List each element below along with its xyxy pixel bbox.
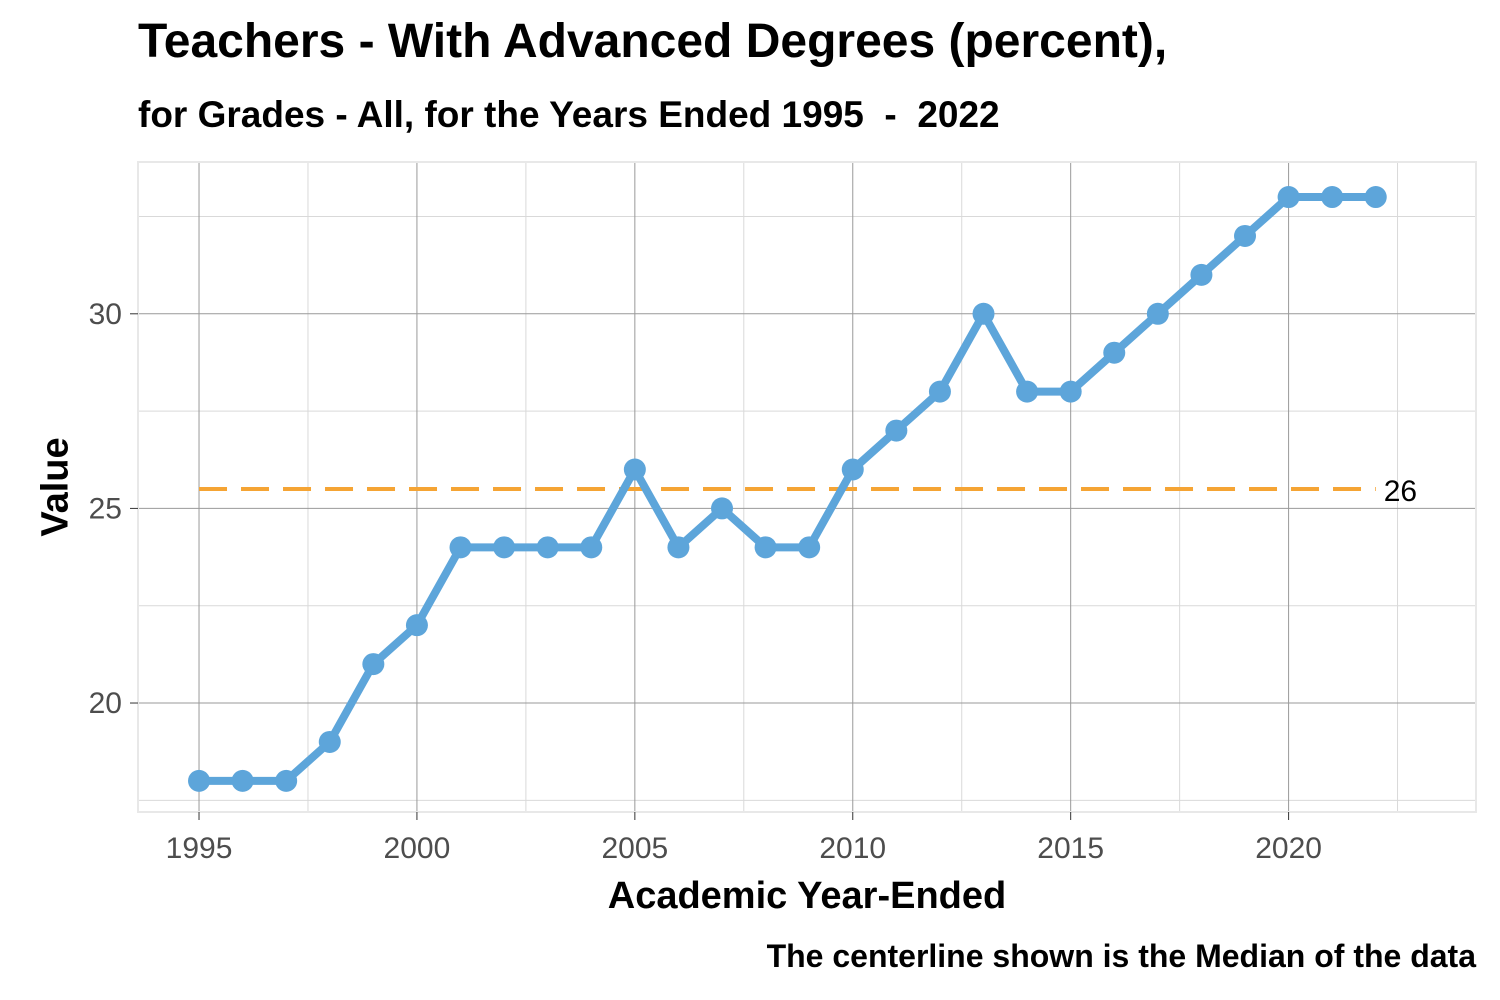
data-point <box>885 419 908 442</box>
chart-subtitle: for Grades - All, for the Years Ended 19… <box>138 94 1000 135</box>
chart-caption: The centerline shown is the Median of th… <box>766 938 1476 974</box>
series-layer <box>188 186 1387 792</box>
data-point <box>667 536 690 559</box>
data-point <box>275 769 298 792</box>
data-point <box>1016 380 1039 403</box>
x-tick-label: 2010 <box>819 832 886 865</box>
data-point <box>798 536 821 559</box>
y-tick-label: 20 <box>89 687 122 720</box>
data-point <box>841 458 864 481</box>
y-tick-label: 30 <box>89 298 122 331</box>
data-point <box>1364 186 1387 209</box>
x-tick-label: 2020 <box>1255 832 1322 865</box>
data-point <box>231 769 254 792</box>
series-line <box>195 193 1380 785</box>
data-point <box>449 536 472 559</box>
data-point <box>1103 341 1126 364</box>
data-point <box>1277 186 1300 209</box>
x-axis-title: Academic Year-Ended <box>608 875 1006 917</box>
data-point <box>928 380 951 403</box>
data-point <box>754 536 777 559</box>
data-point <box>623 458 646 481</box>
data-point <box>1234 224 1257 247</box>
centerline-layer: 26 <box>199 475 1417 508</box>
data-point <box>711 497 734 520</box>
x-tick-label: 2005 <box>601 832 668 865</box>
chart-title: Teachers - With Advanced Degrees (percen… <box>138 15 1168 68</box>
data-point <box>1190 263 1213 286</box>
data-point <box>1146 302 1169 325</box>
data-point <box>580 536 603 559</box>
data-point <box>536 536 559 559</box>
data-point <box>318 730 341 753</box>
data-point <box>493 536 516 559</box>
data-point <box>972 302 995 325</box>
x-tick-label: 1995 <box>166 832 233 865</box>
y-tick-label: 25 <box>89 492 122 525</box>
data-point <box>405 614 428 637</box>
x-tick-label: 2000 <box>384 832 451 865</box>
y-axis-title: Value <box>34 437 76 536</box>
panel-border <box>137 161 1477 813</box>
data-point <box>1321 186 1344 209</box>
centerline-label: 26 <box>1384 475 1417 508</box>
x-tick-label: 2015 <box>1037 832 1104 865</box>
data-point <box>362 653 385 676</box>
data-point <box>1059 380 1082 403</box>
data-point <box>188 769 211 792</box>
